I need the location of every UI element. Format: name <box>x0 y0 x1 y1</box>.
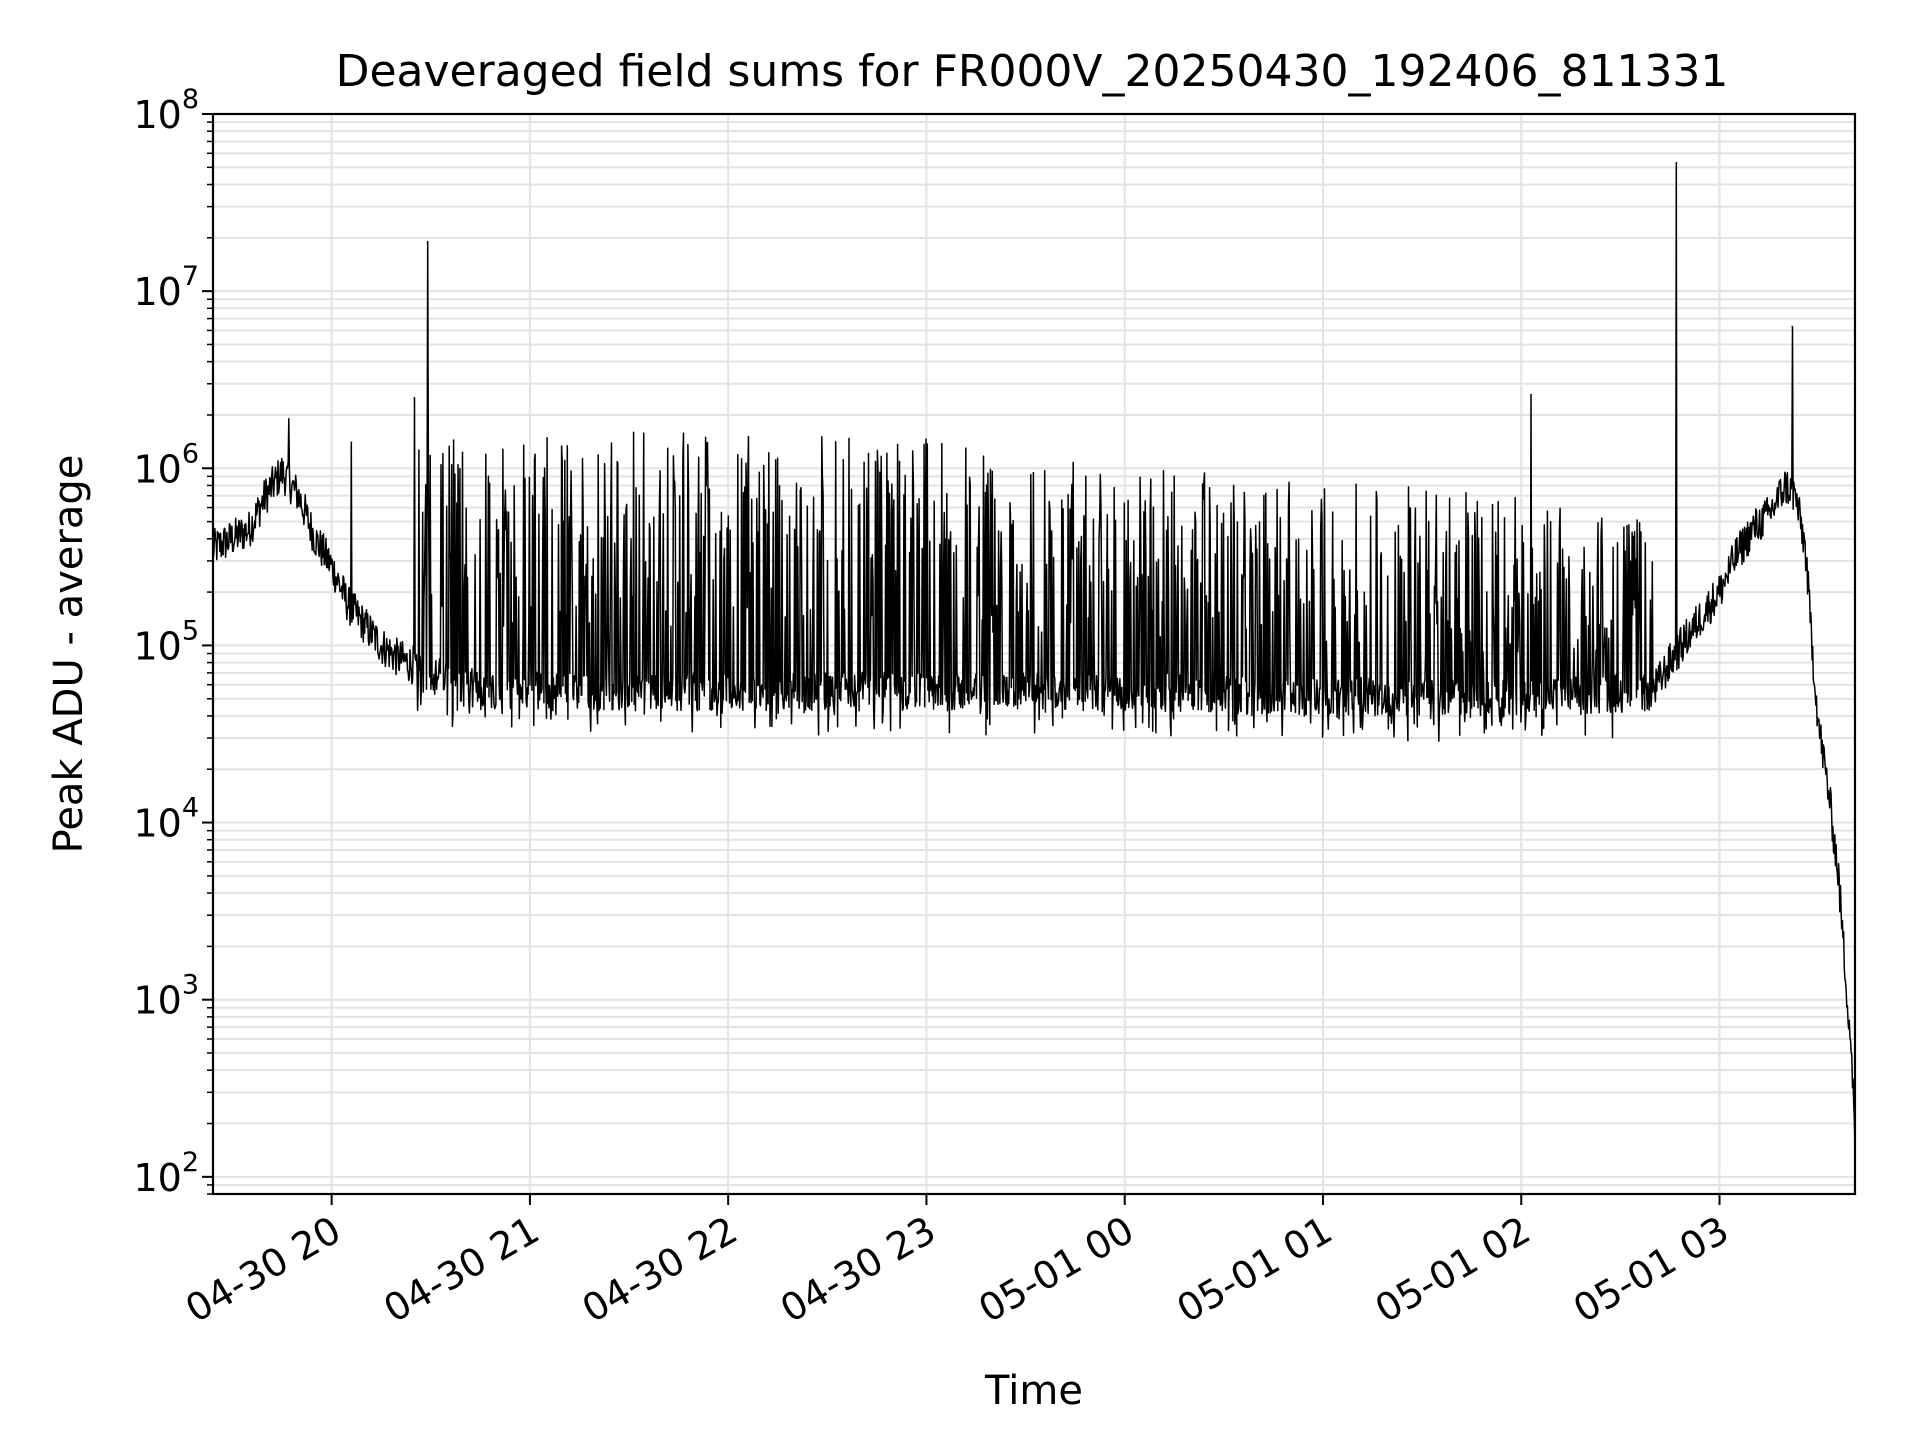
series-path <box>212 162 1856 1152</box>
series-line <box>212 162 1856 1152</box>
spike-point <box>426 240 429 243</box>
spike-point <box>1791 325 1794 328</box>
y-axis-label: Peak ADU - average <box>46 455 92 854</box>
spike-point <box>287 418 290 420</box>
y-tick-label: 107 <box>133 261 199 314</box>
spike-point <box>413 396 416 399</box>
chart-title: Deaveraged field sums for FR000V_2025043… <box>336 46 1729 97</box>
spike-point <box>350 441 353 444</box>
spike-point <box>1530 393 1532 396</box>
spike-point <box>1675 162 1678 164</box>
x-axis-label: Time <box>984 1368 1083 1414</box>
y-tick-label: 106 <box>133 438 199 491</box>
